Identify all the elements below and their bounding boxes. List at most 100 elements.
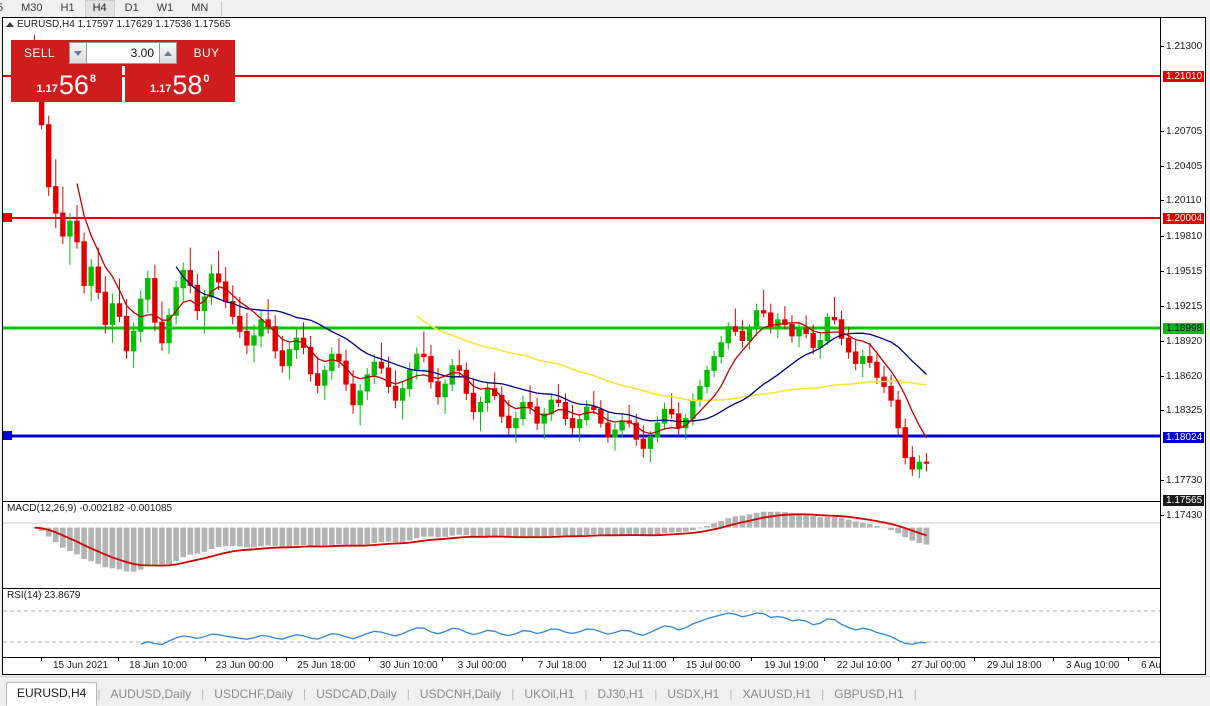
time-axis-label: 23 Jun 00:00	[215, 660, 274, 671]
price-scale-tick	[1161, 410, 1164, 411]
time-axis-tick	[751, 658, 753, 661]
chart-tab-audusd[interactable]: AUDUSD,Daily	[110, 687, 192, 701]
chart-tab-eurusd[interactable]: EURUSD,H4	[6, 682, 98, 706]
time-axis-tick	[673, 658, 675, 661]
timeframe-button-m30[interactable]: M30	[21, 1, 43, 14]
chart-tab-divider: |	[406, 687, 410, 701]
sell-price-fraction: 8	[89, 73, 97, 85]
timeframe-toolbar: 5 M30 H1 H4 D1 W1 MN	[0, 0, 1210, 18]
timeframe-button-w1[interactable]: W1	[156, 1, 174, 14]
chart-tab-usdcad[interactable]: USDCAD,Daily	[316, 687, 397, 701]
price-scale-label: 1.18325	[1166, 405, 1203, 416]
price-tag-1.21010[interactable]: 1.21010	[1163, 71, 1205, 82]
price-tag-1.17565[interactable]: 1.17565	[1163, 495, 1205, 506]
buy-price-box[interactable]: 1.17 58 0	[124, 66, 235, 102]
macd-signal-line	[34, 513, 927, 567]
price-scale-label: 1.20110	[1166, 195, 1202, 206]
chart-tab-bar: EURUSD,H4 | AUDUSD,Daily | USDCHF,Daily | USDC…	[0, 676, 1210, 706]
buy-price-prefix: 1.17	[149, 83, 172, 95]
chart-tab-xauusd[interactable]: XAUUSD,H1	[742, 687, 812, 701]
price-chart-svg	[3, 35, 1160, 479]
sell-price-box[interactable]: 1.17 56 8	[11, 66, 122, 102]
price-pane[interactable]	[3, 18, 1160, 500]
buy-price-fraction: 0	[203, 73, 210, 85]
chart-tab-dj30[interactable]: DJ30,H1	[597, 687, 645, 701]
time-axis-tick	[286, 658, 288, 661]
time-axis-tick	[118, 658, 120, 661]
macd-pane[interactable]: MACD(12,26,9) -0.002182 -0.001085	[3, 501, 1160, 588]
time-axis-tick	[1127, 658, 1129, 661]
price-scale-tick	[1161, 200, 1164, 201]
time-axis-label: 19 Jul 19:00	[764, 660, 819, 671]
volume-increase-button[interactable]	[159, 42, 177, 64]
time-axis-tick	[974, 658, 976, 661]
time-axis-label: 22 Jul 10:00	[836, 660, 892, 671]
price-tag-1.18024[interactable]: 1.18024	[1163, 432, 1205, 443]
price-scale-label: 1.19515	[1166, 266, 1203, 277]
macd-histogram	[31, 511, 930, 572]
timeframe-button-m5[interactable]: 5	[0, 1, 4, 14]
level-marker-blue	[3, 431, 12, 440]
one-click-trading-top-row: SELL 3.00 BUY	[11, 40, 235, 66]
volume-stepper[interactable]: 3.00	[68, 40, 178, 66]
price-scale-tick	[1161, 271, 1164, 272]
chart-tab-usdchf[interactable]: USDCHF,Daily	[214, 687, 293, 701]
chevron-down-icon	[74, 50, 82, 56]
buy-price-main: 58	[172, 70, 203, 100]
time-axis-label: 29 Jul 18:00	[987, 660, 1042, 671]
candlestick-series	[31, 35, 930, 479]
one-click-trading-prices: 1.17 56 8 1.17 58 0	[11, 66, 235, 102]
price-tag-1.20004[interactable]: 1.20004	[1163, 213, 1205, 224]
time-axis-tick	[522, 658, 524, 661]
sell-button[interactable]: SELL	[11, 40, 68, 66]
rsi-pane[interactable]: RSI(14) 23.8679	[3, 588, 1160, 675]
time-axis-tick	[40, 658, 42, 661]
time-axis-label: 25 Jun 18:00	[297, 660, 356, 671]
volume-decrease-button[interactable]	[69, 42, 87, 64]
rsi-line	[140, 612, 927, 646]
chart-tab-divider: |	[821, 687, 825, 701]
time-axis-label: 3 Aug 10:00	[1065, 660, 1120, 671]
chart-tab-ukoil[interactable]: UKOil,H1	[524, 687, 575, 701]
timeframe-button-d1[interactable]: D1	[124, 1, 139, 14]
chart-tab-gbpusd[interactable]: GBPUSD,H1	[834, 687, 904, 701]
time-axis-label: 15 Jun 2021	[53, 660, 109, 671]
price-scale-tick	[1161, 480, 1164, 481]
price-scale-tick	[1161, 166, 1164, 167]
price-tag-1.18998[interactable]: 1.18998	[1163, 323, 1205, 334]
chart-tab-usdcnh[interactable]: USDCNH,Daily	[419, 687, 502, 701]
price-scale-tick	[1161, 236, 1164, 237]
moving-average-slow-line	[416, 315, 927, 402]
time-axis-tick	[442, 658, 444, 661]
price-scale[interactable]: 1.21300 1.21010 1.20705 1.20405 1.20110 1.200…	[1160, 18, 1205, 674]
price-scale-tick	[1161, 46, 1164, 47]
chart-window[interactable]: EURUSD,H4 1.17597 1.17629 1.17536 1.1756…	[2, 17, 1206, 675]
time-axis-tick	[204, 658, 206, 661]
chart-symbol-ohlc-text: EURUSD,H4 1.17597 1.17629 1.17536 1.1756…	[17, 19, 231, 30]
chart-tab-list: EURUSD,H4 | AUDUSD,Daily | USDCHF,Daily | USDC…	[0, 682, 917, 706]
volume-input[interactable]: 3.00	[87, 42, 159, 64]
one-click-trading-panel[interactable]: SELL 3.00 BUY 1.17 56 8	[11, 40, 235, 102]
time-axis-tick	[1052, 658, 1054, 661]
chart-tab-divider: |	[913, 687, 917, 701]
price-scale-label: 1.17430	[1166, 510, 1203, 521]
buy-button[interactable]: BUY	[178, 40, 235, 66]
price-scale-label: 1.20405	[1166, 161, 1203, 172]
time-axis[interactable]: 15 Jun 2021 18 Jun 10:00 23 Jun 00:00 25 Ju…	[3, 657, 1160, 674]
chart-tab-divider: |	[511, 687, 515, 701]
time-axis-label: 27 Jul 00:00	[911, 660, 966, 671]
timeframe-button-mn[interactable]: MN	[191, 1, 209, 14]
timeframe-button-h4[interactable]: H4	[84, 0, 115, 18]
chart-tab-usdx[interactable]: USDX,H1	[667, 687, 720, 701]
toolbar-divider	[221, 1, 223, 16]
timeframe-button-h1[interactable]: H1	[60, 1, 75, 14]
time-axis-label: 15 Jul 00:00	[685, 660, 741, 671]
chevron-up-icon	[164, 50, 172, 56]
chart-collapse-triangle-icon[interactable]	[6, 22, 14, 27]
price-scale-tick	[1161, 306, 1164, 307]
sell-price-prefix: 1.17	[36, 83, 58, 95]
price-scale-tick	[1161, 131, 1164, 132]
time-axis-label: 7 Jul 18:00	[537, 660, 587, 671]
price-scale-tick	[1161, 341, 1164, 342]
